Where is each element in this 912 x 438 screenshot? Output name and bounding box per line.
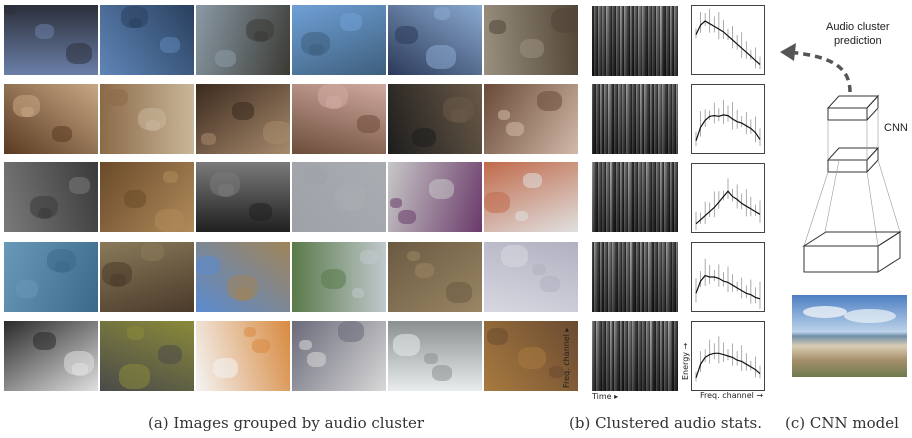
grid-image	[4, 84, 98, 154]
grid-image	[388, 5, 482, 75]
stat-ylabel: Energy →	[681, 342, 690, 380]
spectrogram	[592, 321, 678, 391]
caption-b: (b) Clustered audio stats.	[569, 414, 762, 432]
grid-image	[388, 162, 482, 232]
mean-curve	[695, 274, 761, 300]
input-image	[792, 295, 907, 377]
cnn-bottom-layer	[802, 231, 902, 273]
stat-plot	[691, 163, 765, 233]
stat-xlabel: Freq. channel →	[700, 391, 764, 400]
cnn-label: CNN	[884, 122, 908, 134]
stat-plot	[691, 84, 765, 154]
grid-image	[100, 242, 194, 312]
grid-image	[4, 242, 98, 312]
grid-image	[4, 5, 98, 75]
spectrogram	[592, 162, 678, 232]
grid-image	[100, 321, 194, 391]
prediction-arrowhead	[780, 43, 796, 61]
grid-image	[484, 162, 578, 232]
grid-image	[484, 84, 578, 154]
prediction-label: Audio cluster prediction	[826, 21, 890, 47]
grid-image	[196, 5, 290, 75]
grid-image	[4, 162, 98, 232]
grid-image	[196, 321, 290, 391]
cnn-diagram	[780, 43, 907, 377]
grid-image	[100, 5, 194, 75]
cnn-middle-layer	[826, 146, 880, 174]
grid-image	[484, 321, 578, 391]
cnn-top-layer	[826, 94, 880, 122]
grid-image	[292, 242, 386, 312]
spec-xlabel: Time ▸	[592, 392, 619, 401]
grid-image	[4, 321, 98, 391]
spectrogram	[592, 84, 678, 154]
grid-image	[196, 84, 290, 154]
grid-image	[196, 162, 290, 232]
mean-curve	[695, 352, 761, 378]
prediction-arrow	[787, 50, 852, 93]
grid-image	[388, 84, 482, 154]
stat-plot	[691, 242, 765, 312]
mean-curve	[695, 114, 761, 141]
grid-image	[484, 242, 578, 312]
grid-image	[100, 84, 194, 154]
grid-image	[388, 242, 482, 312]
stat-plot	[691, 5, 765, 75]
spectrogram	[592, 242, 678, 312]
spectrogram	[592, 6, 678, 76]
grid-image	[292, 84, 386, 154]
stat-plot	[691, 321, 765, 391]
mean-curve	[695, 190, 761, 225]
caption-a: (a) Images grouped by audio cluster	[148, 414, 425, 432]
grid-image	[100, 162, 194, 232]
grid-image	[484, 5, 578, 75]
spec-ylabel: Freq. channel ▸	[562, 327, 571, 388]
mean-curve	[695, 20, 761, 65]
grid-image	[388, 321, 482, 391]
grid-image	[196, 242, 290, 312]
grid-image	[292, 162, 386, 232]
cnn-connections	[803, 108, 901, 247]
grid-image	[292, 5, 386, 75]
caption-c: (c) CNN model	[785, 414, 899, 432]
grid-image	[292, 321, 386, 391]
